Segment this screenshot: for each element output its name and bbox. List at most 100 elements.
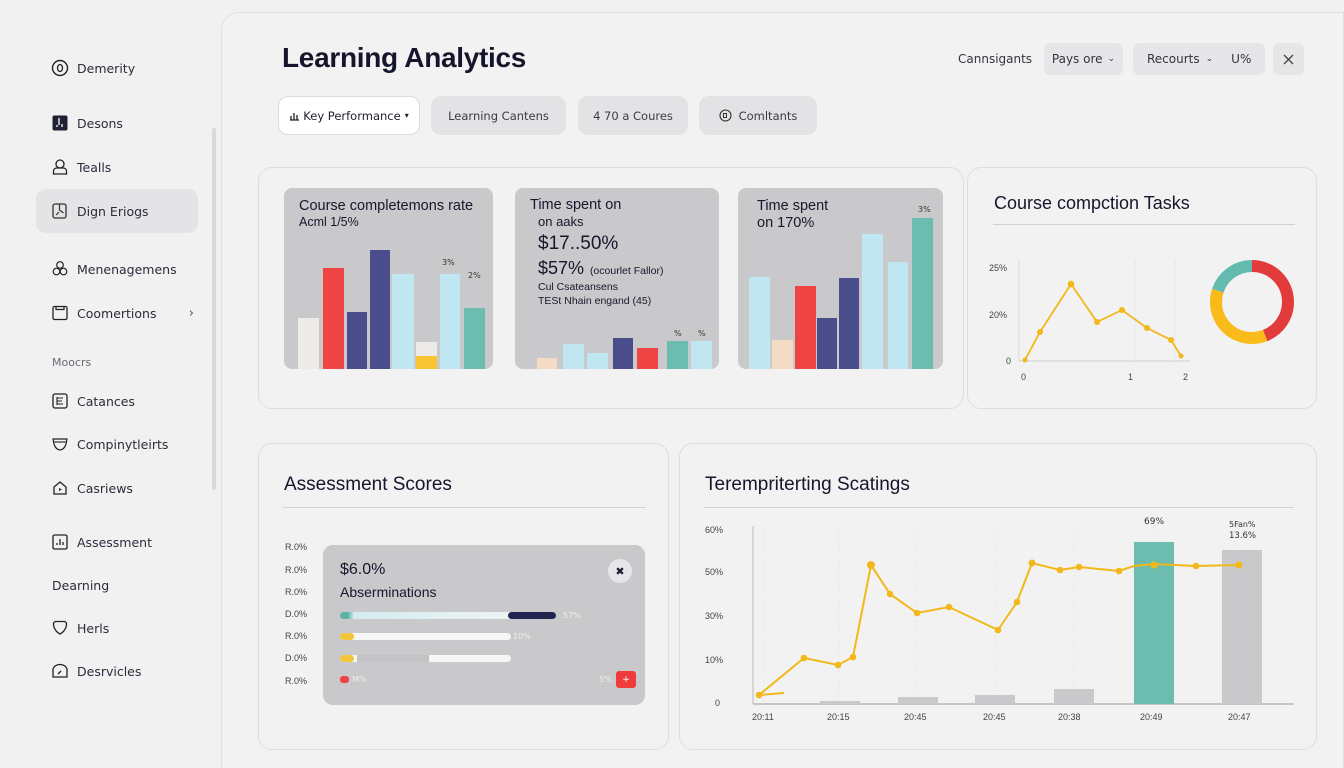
bar-label: 57% (563, 611, 581, 620)
y-tick: 0 (715, 698, 721, 708)
folder-icon (51, 304, 69, 322)
kpi-title: Time spent on (530, 197, 622, 213)
kpi-value-secondary: $57% (ocourlet Fallor) (538, 258, 663, 279)
sidebar-item-label: Casriews (77, 480, 133, 496)
bar (370, 250, 390, 369)
bar (416, 356, 437, 369)
sidebar-item-label: Desons (77, 115, 123, 131)
x-tick: 20:38 (1058, 712, 1081, 722)
sidebar-scrollbar[interactable] (212, 128, 216, 490)
bar (772, 340, 793, 369)
chevron-down-icon: ▾ (404, 111, 409, 120)
y-tick: R.0% (285, 631, 308, 641)
sidebar-item-casriews[interactable]: Casriews (36, 466, 198, 510)
chevron-down-icon: ⌄ (1107, 54, 1116, 64)
section-label-dearning: Dearning (52, 578, 110, 593)
tab-courses[interactable]: 4 70 a Coures (578, 96, 688, 135)
sidebar-item-compinytleirts[interactable]: Compinytleirts (36, 422, 198, 466)
y-tick: D.0% (285, 609, 308, 619)
bar-label: 10% (513, 632, 531, 641)
bar (839, 278, 859, 369)
course-completion-card (967, 167, 1317, 409)
sidebar-item-herls[interactable]: Herls (36, 606, 198, 650)
dropdown-label: Pays ore (1051, 52, 1103, 66)
close-button[interactable] (1273, 43, 1304, 75)
kpi-title-2: on 170% (757, 215, 815, 231)
sidebar-item-desrvicles[interactable]: Desrvicles (36, 649, 198, 693)
sidebar-item-tealls[interactable]: Tealls (36, 145, 198, 189)
alert-button[interactable]: + (616, 671, 636, 688)
y-tick: 60% (705, 525, 724, 535)
bar-value-label: 5Fan% (1229, 520, 1256, 529)
recourts-dropdown[interactable]: Recourts ⌄ U% (1133, 43, 1265, 75)
kpi-line-2: TESt Nhain engand (45) (538, 295, 652, 307)
sidebar-item-assessment[interactable]: Assessment (36, 520, 198, 564)
shield-icon (51, 435, 69, 453)
x-tick: 20:47 (1228, 712, 1251, 722)
expand-button[interactable]: ✖ (608, 559, 632, 583)
bar-value-label: 69% (1144, 517, 1165, 527)
x-tick: 20:11 (752, 712, 774, 722)
tab-label: Learning Cantens (448, 108, 549, 123)
tab-label: Key Performance (303, 108, 401, 123)
dashboard-icon (51, 114, 69, 132)
dropdown-value: U% (1231, 52, 1252, 66)
sidebar-item-desons[interactable]: Desons (36, 101, 198, 145)
bar-label: 3% (442, 258, 455, 267)
divider (993, 224, 1295, 225)
bar-label: 2% (468, 271, 481, 280)
y-tick: 0 (1006, 356, 1012, 366)
card-title: Course compction Tasks (994, 193, 1190, 213)
kpi-value-primary: $17..50% (538, 233, 619, 254)
x-tick: 20:45 (983, 712, 1006, 722)
kpi-title-2: on aaks (538, 214, 584, 229)
sidebar-item-label: Desrvicles (77, 663, 142, 679)
y-tick: 25% (989, 263, 1008, 273)
home-icon (51, 479, 69, 497)
bar (795, 286, 816, 369)
sidebar-item-label: Tealls (77, 159, 112, 175)
kpi-time-spent-tasks[interactable]: Time spent on on aaks $17..50% $57% (oco… (515, 188, 719, 369)
sidebar-item-label: Demerity (77, 60, 136, 76)
y-tick: D.0% (285, 653, 308, 663)
sidebar-item-dign-eriogs[interactable]: Dign Eriogs (36, 189, 198, 233)
completion-donut-chart (1210, 260, 1294, 344)
tab-learning-cantens[interactable]: Learning Cantens (431, 96, 566, 135)
x-tick: 20:45 (904, 712, 927, 722)
assessment-value: $6.0% (340, 561, 386, 578)
pays-dropdown[interactable]: Pays ore ⌄ (1044, 43, 1123, 75)
divider (704, 507, 1294, 508)
bar-value-label: 13.6% (1229, 531, 1257, 541)
y-tick: 10% (705, 655, 724, 665)
user-icon (51, 158, 69, 176)
divider (283, 507, 646, 508)
tab-comltants[interactable]: Comltants (699, 96, 817, 135)
bar-label: % (698, 329, 706, 338)
bar (440, 274, 460, 369)
bar (862, 234, 883, 369)
y-tick: 20% (989, 310, 1008, 320)
bar (537, 358, 557, 369)
kpi-subtitle: Acml 1/5% (299, 215, 359, 229)
sidebar-item-menenagemens[interactable]: Menenagemens (36, 247, 198, 291)
bar (464, 308, 485, 369)
x-tick: 2 (1183, 372, 1189, 382)
header-label[interactable]: Cannsigants (958, 52, 1033, 66)
progress-bar (340, 633, 511, 640)
chevron-down-icon: ⌄ (1205, 54, 1214, 64)
bar-label: 3% (918, 205, 931, 214)
y-tick: R.0% (285, 587, 308, 597)
sidebar-item-coomertions[interactable]: Coomertions › (36, 291, 198, 335)
tab-key-performance[interactable]: Key Performance ▾ (278, 96, 420, 135)
circle-o-icon (51, 59, 69, 77)
bar-label: % (674, 329, 682, 338)
completion-line-chart (1018, 260, 1190, 363)
bar (392, 274, 414, 369)
kpi-time-spent[interactable]: Time spent on 170% 3% (738, 188, 943, 369)
sidebar-item-demerity[interactable]: Demerity (36, 46, 198, 90)
y-tick: R.0% (285, 565, 308, 575)
sidebar-item-label: Dign Eriogs (77, 203, 149, 219)
kpi-completion-rate[interactable]: Course completemons rate Acml 1/5% 3% 2% (284, 188, 493, 369)
document-icon (51, 202, 69, 220)
sidebar-item-catances[interactable]: Catances (36, 379, 198, 423)
